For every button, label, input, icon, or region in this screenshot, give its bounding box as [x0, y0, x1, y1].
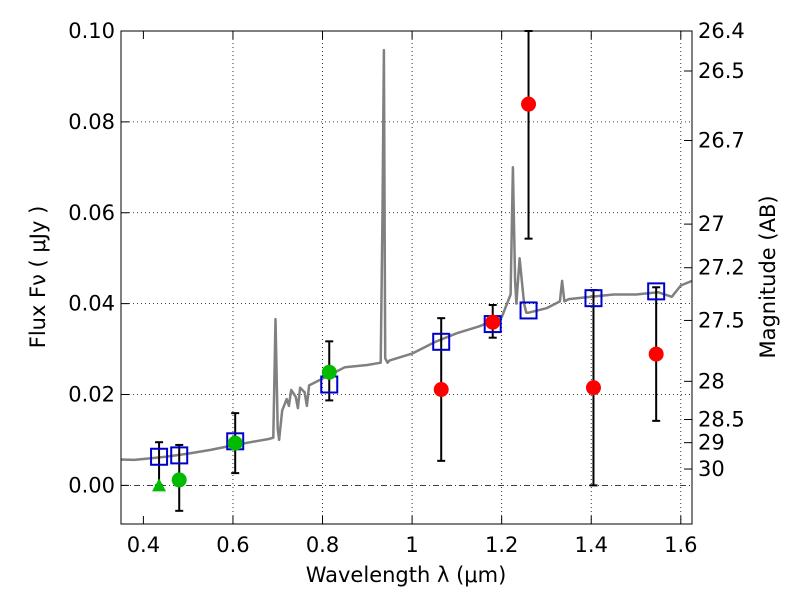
model-photometry-square [170, 446, 189, 465]
model-photometry-square [647, 282, 666, 301]
x-tick-label: 1.6 [664, 533, 697, 557]
y2-tick-label: 30 [698, 457, 725, 481]
x-tick-label: 1.4 [575, 533, 608, 557]
y-tick-label: 0.06 [68, 201, 115, 225]
model-photometry-square [432, 332, 451, 351]
data-point [171, 472, 187, 488]
y2-tick-label: 27.5 [698, 308, 745, 332]
model-photometry-square [150, 447, 169, 466]
y-tick-label: 0.02 [68, 383, 115, 407]
y2-tick-label: 27 [698, 212, 725, 236]
tick-labels: 0.4 0.6 0.8 1 1.2 1.4 1.6 0.00 0.02 0.04 0.06 0.08 0… [68, 19, 745, 557]
plot-frame [120, 30, 693, 525]
data-point [321, 364, 337, 380]
y-tick-label: 0.08 [68, 110, 115, 134]
x-tick-label: 0.6 [216, 533, 249, 557]
y2-tick-label: 28.5 [698, 407, 745, 431]
data-point [521, 96, 537, 112]
y-tick-label: 0.04 [68, 292, 115, 316]
y-tick-label: 0.10 [68, 19, 115, 43]
data-point [585, 380, 601, 396]
y-tick-label: 0.00 [68, 473, 115, 497]
data-point [648, 346, 664, 362]
data-point [485, 314, 501, 330]
x-tick-label: 1 [405, 533, 418, 557]
x-tick-label: 0.4 [127, 533, 160, 557]
data-markers [150, 96, 666, 492]
spectrum-line [120, 48, 693, 462]
y2-tick-label: 26.7 [698, 129, 745, 153]
y2-tick-label: 29 [698, 431, 725, 455]
y2-axis-label: Magnitude (AB) [756, 195, 780, 358]
y2-tick-label: 27.2 [698, 256, 745, 280]
data-point [433, 382, 449, 398]
x-tick-label: 1.2 [485, 533, 518, 557]
y-axis-label: Flux Fν ( μJy ) [26, 206, 50, 349]
y2-tick-label: 26.5 [698, 59, 745, 83]
y2-tick-label: 28 [698, 369, 725, 393]
data-point [227, 435, 243, 451]
axis-ticks [121, 30, 692, 524]
model-photometry-square [519, 301, 538, 320]
y2-tick-label: 26.4 [698, 19, 745, 43]
model-spectrum [120, 48, 693, 462]
x-tick-label: 0.8 [306, 533, 339, 557]
upper-limit-triangle [152, 478, 167, 492]
x-axis-label: Wavelength λ (μm) [306, 563, 507, 587]
model-photometry-square [584, 289, 603, 308]
